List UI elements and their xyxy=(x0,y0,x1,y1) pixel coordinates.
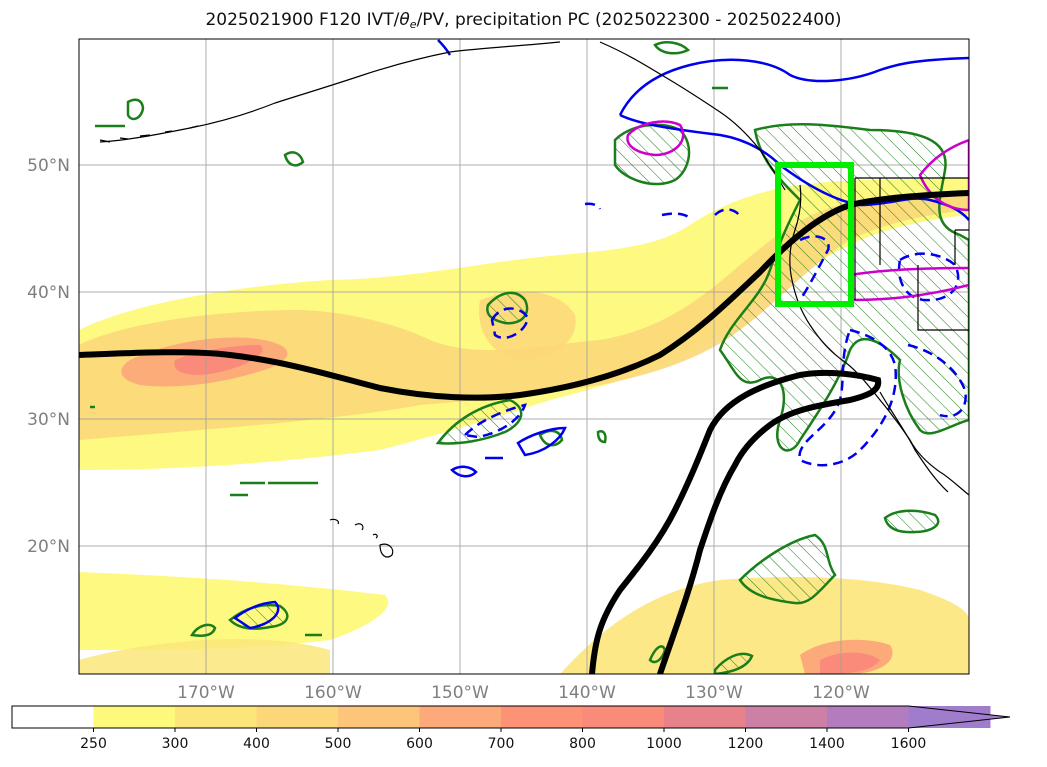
theta-dashed xyxy=(714,208,741,217)
lat-label: 50°N xyxy=(27,156,70,176)
coastline-baja xyxy=(879,391,949,493)
hatch-region-east xyxy=(718,123,969,452)
coastline-alaska xyxy=(99,41,561,143)
green-contour xyxy=(596,430,607,444)
colorbar-segment xyxy=(338,706,420,728)
green-contour xyxy=(189,623,217,637)
map-frame xyxy=(78,38,970,675)
colorbar-tick-label: 250 xyxy=(80,736,107,752)
colorbar-segment xyxy=(93,706,176,728)
lat-labels: 50°N 40°N 30°N 20°N xyxy=(27,156,70,557)
lat-label: 30°N xyxy=(27,410,70,430)
lon-label: 130°W xyxy=(685,683,743,703)
colorbar-segment xyxy=(419,706,502,728)
lat-label: 20°N xyxy=(27,537,70,557)
theta-solid-small-2 xyxy=(516,426,567,457)
colorbar-tick-label: 500 xyxy=(325,736,352,752)
island-hawaii xyxy=(379,543,394,558)
lon-label: 170°W xyxy=(177,683,235,703)
aleutians xyxy=(99,125,199,143)
figure-title: 2025021900 F120 IVT/θe/PV, precipitation… xyxy=(205,10,842,31)
magenta-contour xyxy=(849,266,969,277)
lon-label: 160°W xyxy=(304,683,362,703)
green-contour xyxy=(648,645,667,664)
colorbar-tick-label: 1200 xyxy=(728,736,764,752)
theta-solid-north-2 xyxy=(619,113,969,221)
green-contour xyxy=(653,41,691,55)
theta-solid-small xyxy=(450,465,478,478)
theta-contours xyxy=(232,39,969,630)
lat-label: 40°N xyxy=(27,283,70,303)
theta-dashed xyxy=(462,403,527,439)
pv-contour-main xyxy=(79,190,969,401)
colorbar-tick-label: 700 xyxy=(488,736,515,752)
ivt-core-inner xyxy=(174,345,263,375)
precip-contours xyxy=(90,41,728,664)
hatch-region-se2 xyxy=(883,509,940,534)
lon-label: 150°W xyxy=(431,683,489,703)
theta-solid-small-3 xyxy=(232,600,280,630)
theta-dashed xyxy=(661,212,691,220)
coastline-bc xyxy=(599,41,786,191)
theta-dashed xyxy=(584,202,602,210)
colorbar-tick-label: 800 xyxy=(569,736,596,752)
hatch-region-bottom xyxy=(713,652,754,674)
colorbar-segment xyxy=(256,706,339,728)
coastlines xyxy=(99,41,969,558)
theta-dashed-contours xyxy=(462,202,967,467)
colorbar-tick-label: 600 xyxy=(406,736,433,752)
colorbar-tick-label: 1400 xyxy=(809,736,845,752)
colorbar: 250 300 400 500 600 700 800 1000 1200 1400 1600 xyxy=(11,705,1011,752)
theta-dashed xyxy=(907,343,967,418)
island-hawaii-4 xyxy=(372,533,378,539)
theta-solid-top xyxy=(437,39,452,56)
colorbar-tick-label: 300 xyxy=(162,736,189,752)
ivt-patch-west-south xyxy=(79,639,330,674)
map-layers xyxy=(79,39,969,674)
theta-dashed xyxy=(897,252,960,302)
colorbar-segment xyxy=(582,706,665,728)
theta-solid-north xyxy=(618,56,969,116)
ivt-band-southern xyxy=(79,572,389,650)
pv-contour-south xyxy=(589,369,882,674)
colorbar-segment xyxy=(745,706,828,728)
island-hawaii-2 xyxy=(354,523,364,531)
colorbar-segment xyxy=(12,706,94,728)
colorbar-outline xyxy=(11,705,1011,729)
lon-label: 120°W xyxy=(812,683,870,703)
hatch-region-pacific-1 xyxy=(435,398,523,445)
colorbar-segment xyxy=(175,706,257,728)
ivt-band-inner xyxy=(79,195,969,440)
magenta-contour xyxy=(626,120,685,157)
magenta-contour xyxy=(849,283,969,302)
colorbar-extend-arrow xyxy=(908,706,1010,728)
green-contour xyxy=(283,151,305,167)
colorbar-tick-label: 1600 xyxy=(891,736,927,752)
island-hawaii-3 xyxy=(329,518,340,525)
lon-labels: 170°W 160°W 150°W 140°W 130°W 120°W xyxy=(177,683,870,703)
theta-dashed xyxy=(798,235,830,301)
hatch-region-se xyxy=(738,533,837,605)
green-contour xyxy=(126,98,145,121)
colorbar-tick-label: 1000 xyxy=(646,736,682,752)
colorbar-segment xyxy=(664,706,746,728)
ivt-shading xyxy=(79,178,969,674)
ivt-core-south-inner xyxy=(820,652,880,674)
colorbar-tick-label: 400 xyxy=(243,736,270,752)
lon-label: 140°W xyxy=(558,683,616,703)
colorbar-segment xyxy=(827,706,909,728)
pv-contour xyxy=(79,190,969,674)
colorbar-segment xyxy=(501,706,583,728)
highlight-box xyxy=(775,162,854,307)
coastline-west-us xyxy=(789,184,969,496)
state-borders xyxy=(854,177,969,331)
